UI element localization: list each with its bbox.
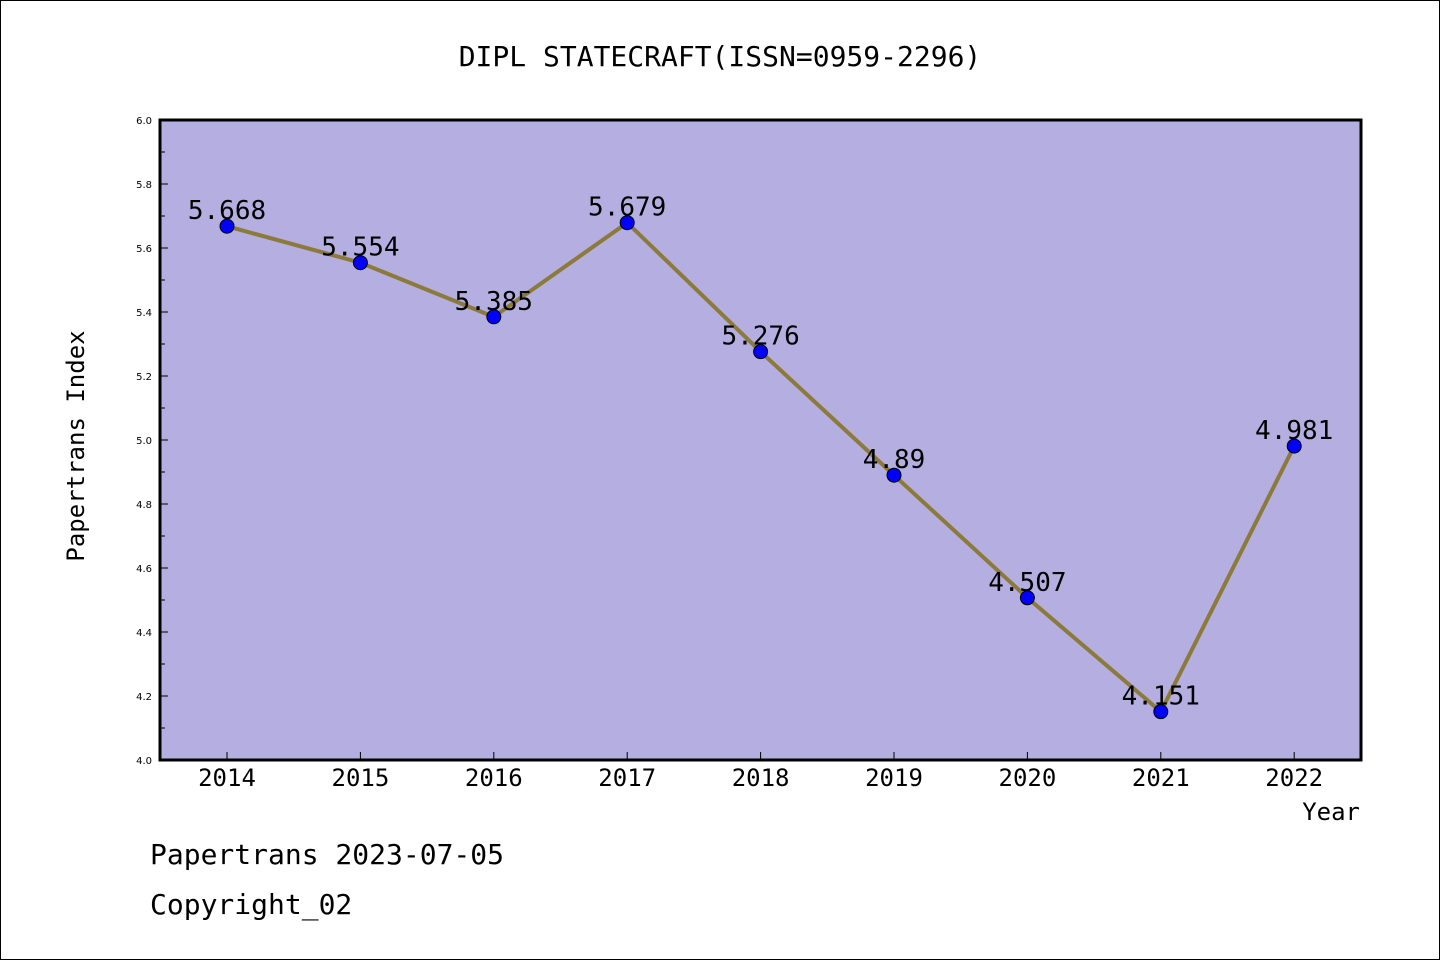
y-tick-label: 4.2: [136, 692, 152, 703]
data-point: [886, 467, 902, 483]
data-label: 5.668: [188, 196, 266, 226]
series-line: [219, 215, 1302, 720]
data-label: 5.679: [588, 193, 666, 223]
y-tick-label: 5.8: [136, 180, 152, 191]
data-point: [753, 344, 769, 360]
y-tick-label: 6.0: [136, 116, 152, 127]
x-tick-label: 2017: [598, 764, 656, 792]
data-point: [219, 218, 235, 234]
y-axis-label: Papertrans Index: [62, 330, 90, 561]
y-axis: 4.0 4.2 4.4 4.6 4.8 5.0 5.2 5.4 5.6 5.8 6.0: [136, 116, 168, 767]
data-point: [1019, 590, 1035, 606]
data-label: 5.554: [321, 233, 399, 263]
x-tick-label: 2014: [198, 764, 256, 792]
y-tick-label: 5.2: [136, 372, 152, 383]
data-point: [1153, 704, 1169, 720]
y-tick-label: 5.6: [136, 244, 152, 255]
y-tick-label: 5.4: [136, 308, 152, 319]
x-axis: 2014 2015 2016 2017 2018 2019 2020 2021 2022: [198, 752, 1323, 792]
data-point: [1286, 438, 1302, 454]
y-tick-label: 4.8: [136, 500, 152, 511]
x-axis-label: Year: [1302, 798, 1360, 826]
chart-title: DIPL STATECRAFT(ISSN=0959-2296): [459, 40, 982, 73]
data-label: 4.981: [1255, 416, 1333, 446]
x-tick-label: 2015: [332, 764, 390, 792]
x-tick-label: 2019: [865, 764, 923, 792]
x-tick-label: 2020: [999, 764, 1057, 792]
footer-copyright: Copyright_02: [150, 888, 352, 922]
y-tick-label: 4.4: [136, 628, 152, 639]
x-tick-label: 2018: [732, 764, 790, 792]
data-label: 4.507: [988, 568, 1066, 598]
data-label: 4.151: [1122, 682, 1200, 712]
y-tick-label: 4.0: [136, 756, 152, 767]
data-labels: 5.668 5.554 5.385 5.679 5.276 4.89 4.507 4.151 4…: [188, 193, 1333, 712]
data-label: 5.385: [455, 287, 533, 317]
data-point: [619, 215, 635, 231]
x-tick-label: 2021: [1132, 764, 1190, 792]
y-tick-label: 4.6: [136, 564, 152, 575]
x-tick-label: 2022: [1265, 764, 1323, 792]
data-label: 5.276: [721, 322, 799, 352]
plot-area: [158, 118, 1363, 762]
data-point: [486, 309, 502, 325]
footer-date: Papertrans 2023-07-05: [150, 838, 504, 871]
y-tick-label: 5.0: [136, 436, 152, 447]
x-tick-label: 2016: [465, 764, 523, 792]
data-label: 4.89: [863, 445, 926, 475]
data-point: [352, 255, 368, 271]
